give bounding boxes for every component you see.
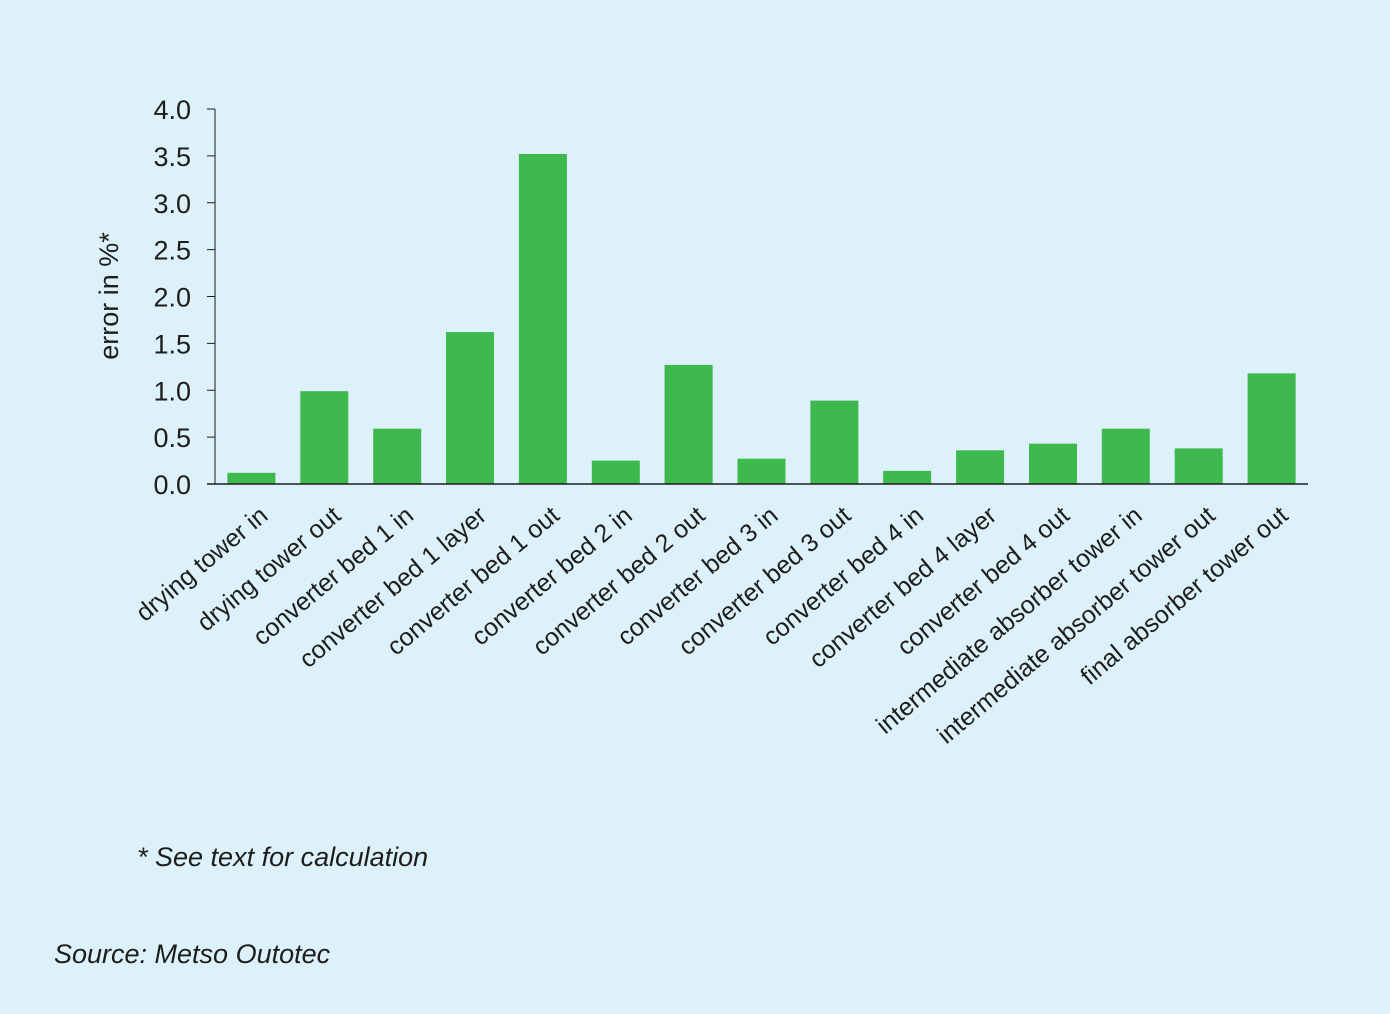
bar-1 <box>227 472 276 485</box>
bar-8 <box>737 458 786 484</box>
y-tick-label: 3.0 <box>153 189 191 219</box>
y-axis-title: error in %* <box>94 232 124 360</box>
y-tick-label: 1.5 <box>153 329 191 359</box>
source-credit: Source: Metso Outotec <box>54 939 331 969</box>
axes-group <box>207 109 1308 485</box>
y-axis-title-group: error in %* <box>94 232 124 360</box>
bar-12 <box>1029 443 1077 484</box>
y-ticks-group: 0.0 0.5 1.0 1.5 2.0 2.5 3.0 3.5 4.0 <box>153 95 215 500</box>
bar-14 <box>1174 448 1223 484</box>
x-category-label: intermediate absorber tower in <box>871 501 1148 740</box>
y-tick-label: 0.5 <box>153 423 191 453</box>
y-tick-label: 3.5 <box>153 142 191 172</box>
y-tick-label: 2.5 <box>153 236 191 266</box>
bar-4 <box>446 332 494 484</box>
y-tick-label: 0.0 <box>153 470 191 500</box>
y-tick-label: 1.0 <box>153 376 191 406</box>
footnote: * See text for calculation <box>137 842 429 872</box>
bar-7 <box>664 364 713 484</box>
bar-5 <box>518 154 567 484</box>
bar-15 <box>1247 373 1296 484</box>
bar-13 <box>1101 428 1150 484</box>
bar-6 <box>591 460 640 484</box>
bars-group <box>227 154 1296 485</box>
bar-10 <box>883 470 932 484</box>
y-tick-label: 4.0 <box>153 95 191 125</box>
bar-2 <box>300 391 349 484</box>
bar-9 <box>810 400 859 484</box>
bar-11 <box>956 450 1005 485</box>
bar-3 <box>373 428 422 484</box>
y-tick-label: 2.0 <box>153 283 191 313</box>
